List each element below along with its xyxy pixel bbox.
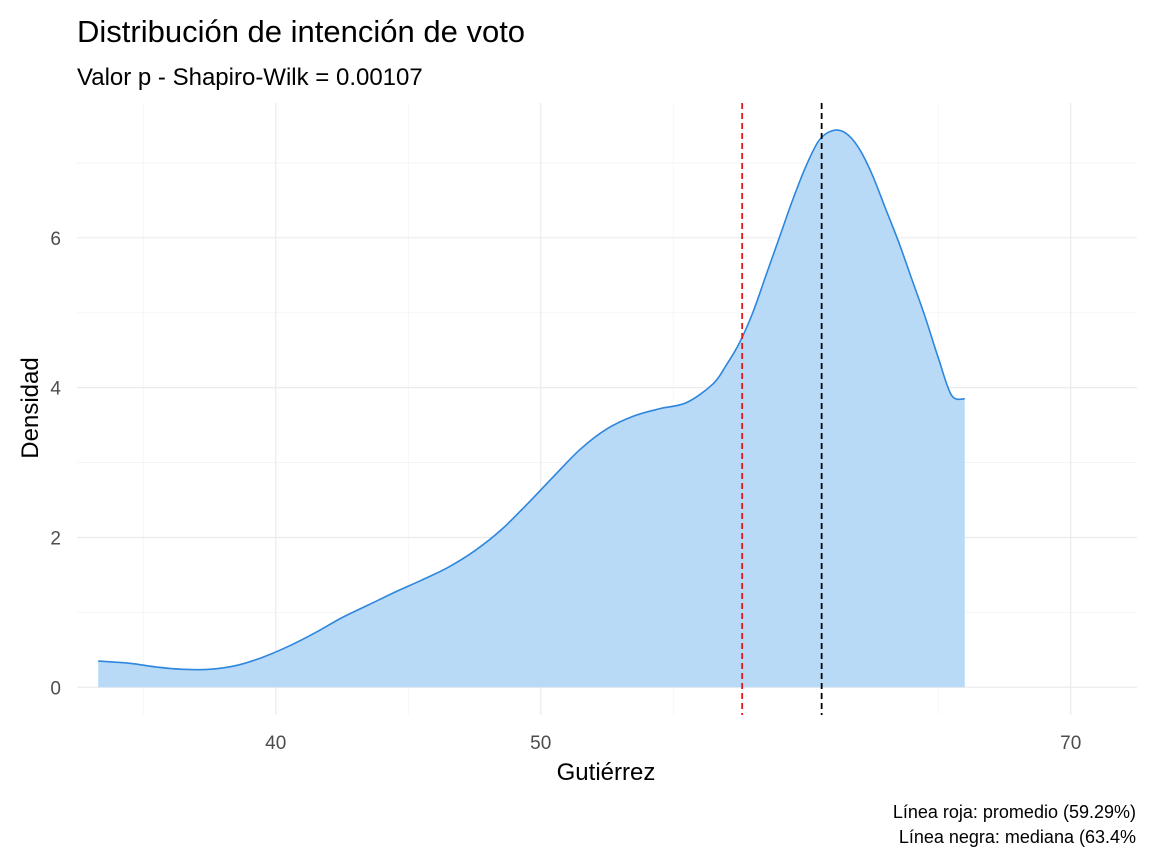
x-tick-label: 50 [530,733,551,754]
x-tick-label: 40 [265,733,286,754]
x-axis-title: Gutiérrez [557,759,656,786]
y-axis-title: Densidad [17,357,44,458]
y-tick-label: 6 [50,229,61,250]
x-axis-ticks: 40 50 70 [265,733,1081,754]
y-tick-label: 4 [50,379,61,400]
density-curve-line [98,129,965,671]
density-area [98,130,965,688]
caption-mean-line: Línea roja: promedio (59.29%) [893,802,1136,822]
x-tick-label: 70 [1060,733,1081,754]
y-tick-label: 0 [50,678,61,699]
chart-title: Distribución de intención de voto [77,14,525,49]
y-axis-ticks: 0 2 4 6 [50,229,61,699]
y-tick-label: 2 [50,528,61,549]
caption-median-line: Línea negra: mediana (63.4% [899,827,1136,847]
chart-subtitle: Valor p - Shapiro-Wilk = 0.00107 [77,64,423,91]
